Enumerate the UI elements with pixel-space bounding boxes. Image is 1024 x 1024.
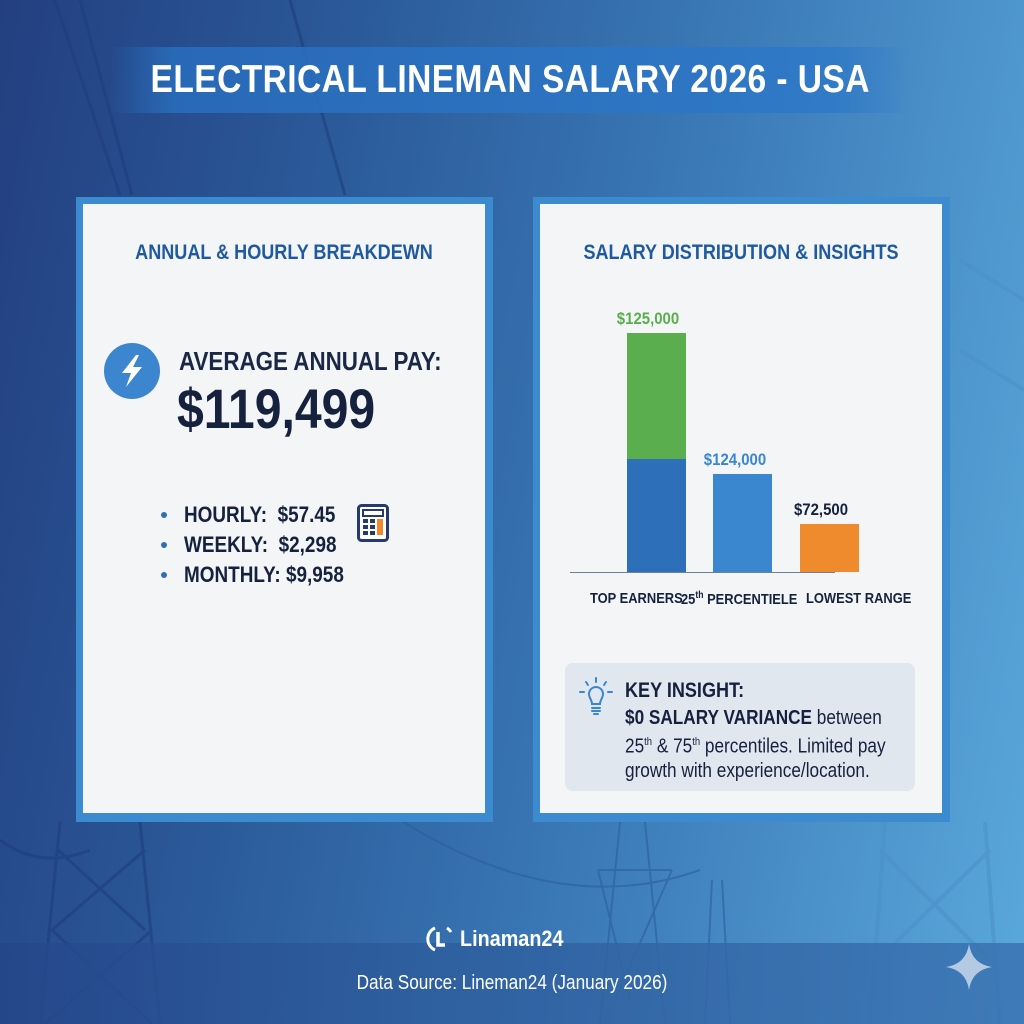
bullet-icon	[161, 512, 167, 518]
x-label-lowest-range: LOWEST RANGE	[806, 590, 912, 607]
bar-top-earners-lower	[627, 459, 686, 572]
key-insight-title: KEY INSIGHT:	[625, 679, 745, 702]
salary-distribution-card: SALARY DISTRIBUTION & INSIGHTS $125,000 …	[533, 197, 950, 822]
bar-top-earners-upper	[627, 333, 686, 459]
sparkle-icon	[946, 944, 992, 990]
brand-logo-icon	[426, 926, 453, 952]
breakdown-hourly: HOURLY: $57.45	[184, 502, 336, 527]
lightning-bolt-icon	[104, 343, 160, 399]
bar-value-top-earners: $125,000	[616, 309, 680, 328]
brand-logo: Linaman24	[426, 924, 575, 954]
average-annual-pay-value: $119,499	[177, 377, 376, 440]
pay-breakdown-list: HOURLY: $57.45 WEEKLY: $2,298 MONTHLY: $…	[161, 500, 370, 590]
bar-value-lowest-range: $72,500	[793, 500, 849, 519]
breakdown-weekly: WEEKLY: $2,298	[184, 532, 337, 557]
page-title: ELECTRICAL LINEMAN SALARY 2026 - USA	[150, 58, 870, 101]
breakdown-monthly: MONTHLY: $9,958	[184, 562, 344, 587]
bullet-icon	[161, 542, 167, 548]
bar-25th-percentile	[713, 474, 772, 572]
title-banner: ELECTRICAL LINEMAN SALARY 2026 - USA	[110, 47, 910, 113]
data-source-text: Data Source: Lineman24 (January 2026)	[356, 972, 668, 994]
salary-distribution-card-body: SALARY DISTRIBUTION & INSIGHTS $125,000 …	[540, 204, 942, 813]
lightbulb-icon	[579, 677, 613, 722]
brand-name: Linaman24	[460, 926, 564, 951]
bar-lowest-range	[800, 524, 859, 572]
annual-hourly-card-body: ANNUAL & HOURLY BREAKDEWN AVERAGE ANNUAL…	[83, 204, 485, 813]
footer-band	[0, 943, 1024, 1024]
key-insight-text: $0 SALARY VARIANCE between 25th & 75th p…	[625, 707, 886, 782]
x-axis-line	[570, 572, 835, 573]
card-title-salary-distribution: SALARY DISTRIBUTION & INSIGHTS	[583, 241, 899, 264]
card-title-annual-hourly: ANNUAL & HOURLY BREAKDEWN	[135, 241, 433, 264]
bullet-icon	[161, 572, 167, 578]
breakdown-row-monthly: MONTHLY: $9,958	[161, 560, 370, 590]
breakdown-row-weekly: WEEKLY: $2,298	[161, 530, 370, 560]
calculator-icon	[357, 504, 389, 547]
average-annual-pay-label: AVERAGE ANNUAL PAY:	[179, 346, 442, 376]
key-insight-box: KEY INSIGHT: $0 SALARY VARIANCE between …	[565, 663, 915, 791]
x-label-top-earners: TOP EARNERS	[590, 590, 683, 607]
x-label-25th-percentile: 25th PERCENTIELE	[681, 590, 798, 608]
bar-value-25th-percentile: $124,000	[703, 450, 767, 469]
annual-hourly-card: ANNUAL & HOURLY BREAKDEWN AVERAGE ANNUAL…	[76, 197, 493, 822]
salary-bar-chart: $125,000 $124,000 $72,500 TOP EARNERS 25…	[540, 204, 942, 813]
breakdown-row-hourly: HOURLY: $57.45	[161, 500, 370, 530]
